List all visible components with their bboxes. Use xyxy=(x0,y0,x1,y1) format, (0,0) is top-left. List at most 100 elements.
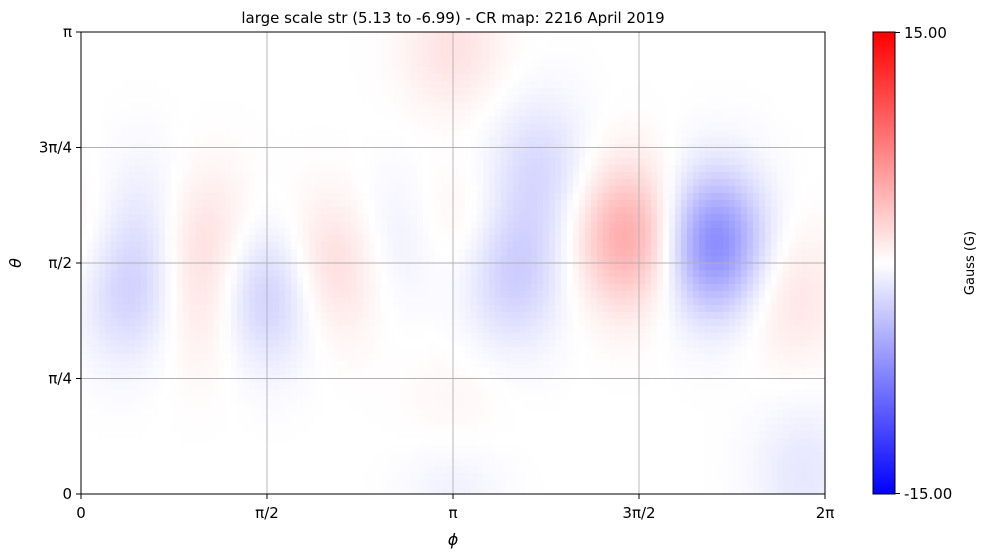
heatmap-cell xyxy=(201,249,208,257)
heatmap-cell xyxy=(81,340,88,348)
heatmap-cell xyxy=(219,431,226,439)
heatmap-cell xyxy=(285,249,292,257)
heatmap-cell xyxy=(87,438,94,446)
heatmap-cell xyxy=(219,67,226,75)
heatmap-cell xyxy=(135,116,142,124)
heatmap-cell xyxy=(297,340,304,348)
heatmap-cell xyxy=(471,298,478,306)
heatmap-cell xyxy=(297,354,304,362)
heatmap-cell xyxy=(255,326,262,334)
heatmap-cell xyxy=(123,95,130,103)
heatmap-cell xyxy=(123,46,130,54)
heatmap-cell xyxy=(189,340,196,348)
heatmap-cell xyxy=(93,438,100,446)
heatmap-cell xyxy=(135,228,142,236)
heatmap-cell xyxy=(381,263,388,271)
heatmap-cell xyxy=(261,53,268,61)
heatmap-cell xyxy=(375,270,382,278)
heatmap-cell xyxy=(405,361,412,369)
heatmap-cell xyxy=(339,46,346,54)
heatmap-cell xyxy=(129,396,136,404)
heatmap-cell xyxy=(105,193,112,201)
heatmap-cell xyxy=(249,277,256,285)
heatmap-cell xyxy=(489,396,496,404)
heatmap-cell xyxy=(105,487,112,494)
heatmap-cell xyxy=(303,32,310,40)
heatmap-cell xyxy=(387,200,394,208)
heatmap-cell xyxy=(201,81,208,89)
heatmap-cell xyxy=(411,179,418,187)
heatmap-cell xyxy=(159,382,166,390)
heatmap-cell xyxy=(243,102,250,110)
heatmap-cell xyxy=(309,473,316,481)
heatmap-cell xyxy=(117,32,124,40)
heatmap-cell xyxy=(195,109,202,117)
heatmap-cell xyxy=(519,179,526,187)
heatmap-cell xyxy=(105,207,112,215)
heatmap-cell xyxy=(99,179,106,187)
heatmap-cell xyxy=(453,298,460,306)
heatmap-cell xyxy=(519,235,526,243)
heatmap-cell xyxy=(369,193,376,201)
heatmap-cell xyxy=(153,256,160,264)
heatmap-cell xyxy=(345,466,352,474)
heatmap-cell xyxy=(285,361,292,369)
heatmap-cell xyxy=(459,249,466,257)
heatmap-cell xyxy=(495,137,502,145)
heatmap-cell xyxy=(267,256,274,264)
heatmap-cell xyxy=(399,67,406,75)
heatmap-cell xyxy=(399,39,406,47)
heatmap-cell xyxy=(513,172,520,180)
heatmap-cell xyxy=(93,361,100,369)
heatmap-cell xyxy=(261,298,268,306)
heatmap-cell xyxy=(225,326,232,334)
heatmap-cell xyxy=(207,67,214,75)
heatmap-cell xyxy=(129,487,136,494)
heatmap-cell xyxy=(357,179,364,187)
heatmap-cell xyxy=(525,417,532,425)
heatmap-cell xyxy=(231,347,238,355)
heatmap-cell xyxy=(93,431,100,439)
heatmap-cell xyxy=(123,151,130,159)
heatmap-cell xyxy=(477,151,484,159)
heatmap-cell xyxy=(447,368,454,376)
heatmap-cell xyxy=(201,312,208,320)
heatmap-cell xyxy=(243,347,250,355)
heatmap-cell xyxy=(429,333,436,341)
heatmap-cell xyxy=(159,333,166,341)
heatmap-cell xyxy=(267,452,274,460)
heatmap-cell xyxy=(135,389,142,397)
heatmap-cell xyxy=(435,158,442,166)
heatmap-cell xyxy=(447,109,454,117)
heatmap-cell xyxy=(411,473,418,481)
heatmap-cell xyxy=(531,312,538,320)
heatmap-cell xyxy=(261,214,268,222)
heatmap-cell xyxy=(153,102,160,110)
heatmap-cell xyxy=(261,403,268,411)
heatmap-cell xyxy=(81,60,88,68)
heatmap-cell xyxy=(465,298,472,306)
heatmap-cell xyxy=(93,158,100,166)
heatmap-cell xyxy=(339,466,346,474)
heatmap-cell xyxy=(309,361,316,369)
heatmap-cell xyxy=(369,354,376,362)
heatmap-cell xyxy=(429,221,436,229)
heatmap-cell xyxy=(315,207,322,215)
heatmap-cell xyxy=(225,158,232,166)
heatmap-cell xyxy=(321,130,328,138)
heatmap-cell xyxy=(321,361,328,369)
heatmap-cell xyxy=(255,298,262,306)
heatmap-cell xyxy=(243,53,250,61)
heatmap-cell xyxy=(483,410,490,418)
heatmap-cell xyxy=(369,312,376,320)
heatmap-cell xyxy=(375,417,382,425)
heatmap-cell xyxy=(447,410,454,418)
heatmap-cell xyxy=(339,186,346,194)
heatmap-cell xyxy=(525,277,532,285)
heatmap-cell xyxy=(237,81,244,89)
heatmap-cell xyxy=(231,284,238,292)
heatmap-cell xyxy=(165,214,172,222)
heatmap-cell xyxy=(501,389,508,397)
heatmap-cell xyxy=(351,102,358,110)
heatmap-cell xyxy=(93,333,100,341)
